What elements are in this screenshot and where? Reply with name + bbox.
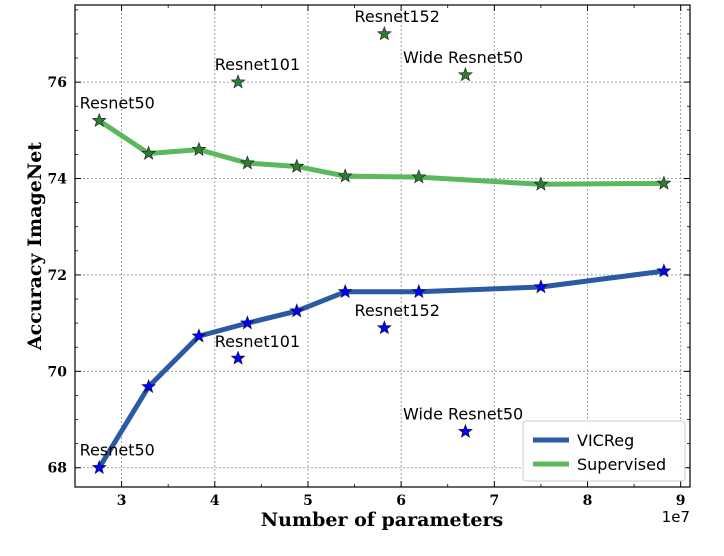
- annotations: Resnet50 Resnet101 Resnet152 Wide Resnet50 R…: [80, 7, 524, 460]
- legend-label-supervised: Supervised: [577, 455, 666, 474]
- annotation-label: Resnet152: [355, 301, 440, 320]
- data-point: [533, 279, 549, 294]
- data-point: [191, 141, 207, 156]
- data-point: [656, 263, 672, 278]
- plot-area: [75, 5, 690, 487]
- standalone-point: [457, 67, 473, 82]
- data-point: [141, 145, 157, 160]
- data-point: [289, 303, 305, 318]
- tick-labels: 3 4 5 6 7 8 9 68 70 72 74 76: [48, 75, 686, 509]
- x-axis-label: Number of parameters: [261, 509, 503, 531]
- y-tick-label: 72: [48, 268, 67, 284]
- y-tick-label: 74: [48, 172, 68, 188]
- grid: [75, 5, 690, 487]
- annotation-label: Resnet152: [355, 7, 440, 26]
- x-tick-label: 6: [396, 493, 406, 509]
- x-tick-label: 8: [583, 493, 593, 509]
- data-point: [239, 315, 255, 330]
- data-point: [289, 158, 305, 173]
- data-point: [191, 328, 207, 343]
- data-point: [656, 175, 672, 190]
- data-point: [239, 155, 255, 170]
- standalone-point: [457, 423, 473, 438]
- x-offset-label: 1e7: [662, 508, 690, 526]
- data-point: [91, 459, 107, 475]
- standalone-point: [230, 350, 246, 365]
- y-tick-label: 76: [48, 75, 67, 91]
- data-point: [411, 283, 427, 299]
- standalone-point: [376, 320, 392, 335]
- x-tick-label: 9: [676, 493, 686, 509]
- data-point: [533, 176, 549, 191]
- annotation-label: Resnet101: [215, 332, 300, 351]
- annotation-label: Wide Resnet50: [403, 48, 523, 67]
- data-point: [91, 112, 107, 128]
- x-tick-label: 5: [303, 493, 313, 509]
- legend: VICReg Supervised: [522, 420, 686, 482]
- y-axis-label: Accuracy ImageNet: [24, 142, 46, 351]
- x-tick-label: 4: [210, 493, 220, 509]
- standalone-point: [230, 74, 246, 89]
- annotation-label: Resnet101: [215, 55, 300, 74]
- annotation-label: Wide Resnet50: [403, 405, 523, 424]
- x-tick-label: 3: [117, 493, 127, 509]
- legend-label-vicreg: VICReg: [577, 431, 634, 450]
- standalone-point: [376, 26, 392, 41]
- y-tick-label: 68: [48, 461, 67, 477]
- data-point: [141, 378, 157, 394]
- data-point: [337, 168, 353, 183]
- y-tick-label: 70: [48, 364, 68, 380]
- markers: [91, 26, 672, 475]
- data-point: [411, 169, 427, 184]
- data-point: [337, 283, 353, 299]
- x-tick-label: 7: [489, 493, 499, 509]
- ticks: [74, 5, 690, 487]
- plot-frame: [74, 4, 691, 488]
- annotation-label: Resnet50: [80, 94, 155, 113]
- annotation-label: Resnet50: [80, 441, 155, 460]
